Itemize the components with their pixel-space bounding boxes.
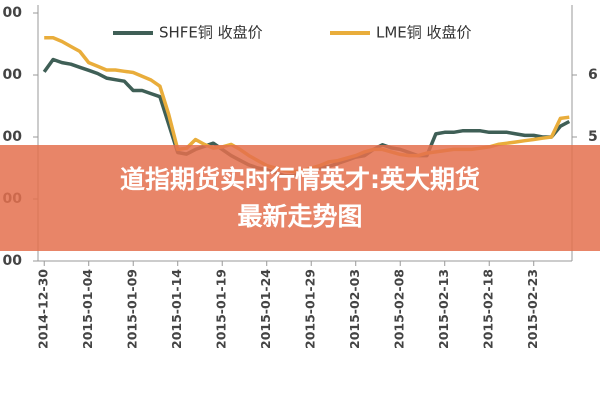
- x-tick-label: 2014-12-30: [36, 269, 51, 349]
- x-tick-label: 2015-01-09: [125, 269, 140, 349]
- y-tick-label: 00: [3, 5, 23, 21]
- legend-label: SHFE铜 收盘价: [159, 24, 263, 42]
- caption-line: 最新走势图: [237, 202, 362, 231]
- y-tick-label: 00: [3, 253, 23, 269]
- x-tick-label: 2015-02-18: [481, 269, 496, 349]
- y2-tick-label: 5: [588, 129, 598, 145]
- x-tick-label: 2015-01-14: [169, 269, 184, 349]
- x-tick-label: 2015-02-03: [347, 269, 362, 349]
- y-tick-label: 00: [3, 129, 23, 145]
- x-tick-label: 2015-02-13: [436, 269, 451, 349]
- caption-banner: [0, 145, 600, 251]
- y-tick-label: 00: [3, 67, 23, 83]
- y2-tick-label: 6: [588, 67, 598, 83]
- plot: 0000000000652014-12-302015-01-042015-01-…: [3, 5, 598, 349]
- x-tick-label: 2015-01-29: [303, 269, 318, 349]
- x-tick-label: 2015-02-08: [392, 269, 407, 349]
- caption-line: 道指期货实时行情英才:英大期货: [120, 165, 480, 194]
- x-tick-label: 2015-01-19: [214, 269, 229, 349]
- x-tick-label: 2015-01-04: [80, 269, 95, 349]
- x-tick-label: 2015-01-24: [258, 269, 273, 349]
- x-tick-label: 2015-02-23: [525, 269, 540, 349]
- legend-label: LME铜 收盘价: [376, 24, 472, 42]
